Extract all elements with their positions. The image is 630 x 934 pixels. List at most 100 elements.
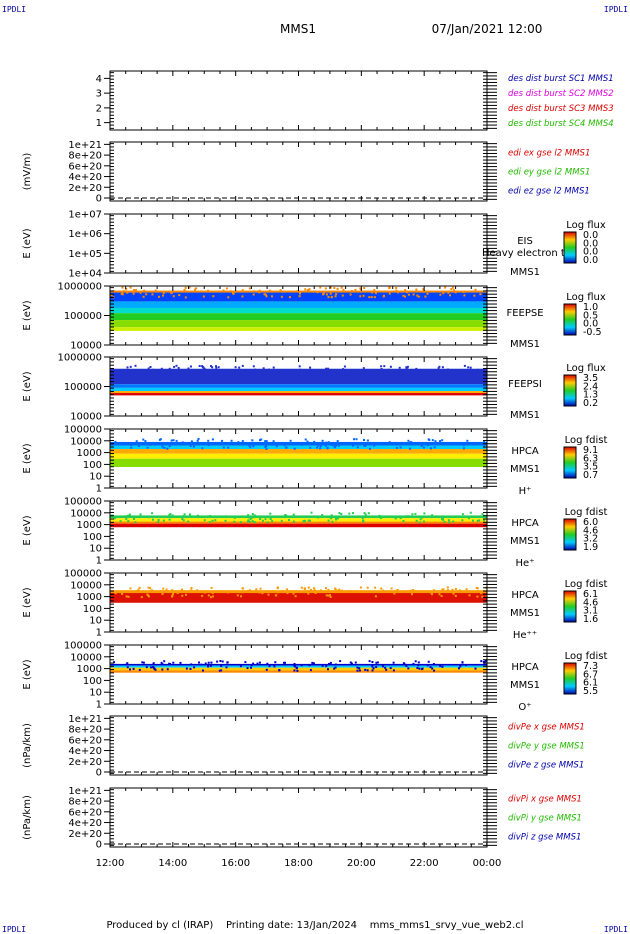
speckle-mark [163, 446, 166, 449]
speckle-mark [404, 663, 407, 666]
speckle-mark [193, 666, 196, 669]
speckle-mark [389, 365, 392, 368]
speckle-mark [197, 438, 200, 440]
speckle-mark [200, 515, 203, 518]
speckle-mark [249, 518, 252, 520]
speckle-mark [247, 514, 250, 517]
speckle-mark [342, 368, 345, 371]
instrument-label-2: MMS1 [510, 410, 540, 421]
colorbar-tick-label: 3.1 [583, 606, 598, 617]
speckle-mark [473, 294, 476, 297]
y-tick-label: 1 [96, 628, 102, 639]
speckle-mark [405, 515, 408, 518]
speckle-mark [132, 292, 135, 295]
speckle-mark [210, 586, 213, 589]
instrument-label-1: HPCA [511, 518, 539, 529]
speckle-mark [305, 442, 308, 445]
speckle-mark [324, 444, 327, 447]
y-axis-label: E (eV) [22, 228, 33, 258]
speckle-mark [156, 371, 159, 374]
speckle-mark [267, 371, 270, 374]
speckle-mark [388, 287, 391, 289]
speckle-mark [242, 369, 245, 372]
speckle-mark [409, 442, 412, 445]
speckle-mark [267, 593, 270, 596]
speckle-mark [395, 287, 398, 290]
speckle-mark [371, 661, 374, 663]
colorbar [563, 518, 577, 551]
speckle-mark [393, 592, 396, 595]
colorbar-tick-label: 6.1 [583, 678, 598, 689]
speckle-mark [252, 445, 255, 448]
speckle-mark [359, 295, 362, 298]
speckle-mark [337, 589, 340, 592]
speckle-mark [304, 438, 307, 441]
speckle-mark [420, 369, 423, 372]
speckle-mark [420, 374, 422, 377]
speckle-mark [309, 519, 311, 522]
speckle-mark [129, 365, 132, 368]
y-axis-label: E (eV) [22, 443, 33, 473]
speckle-mark [389, 515, 391, 518]
speckle-mark [482, 519, 485, 522]
y-tick-label: 2e+20 [68, 829, 102, 840]
speckle-mark [299, 368, 302, 371]
speckle-mark [121, 293, 124, 296]
figure-datetime: 07/Jan/2021 12:00 [432, 22, 543, 36]
speckle-mark [430, 447, 432, 450]
speckle-mark [110, 443, 113, 446]
speckle-mark [161, 663, 164, 666]
speckle-mark [127, 514, 130, 517]
speckle-mark [233, 520, 236, 523]
colorbar-title: Log fdist [565, 507, 608, 518]
speckle-mark [409, 447, 411, 450]
speckle-mark [326, 446, 329, 449]
speckle-mark [185, 368, 188, 371]
speckle-mark [162, 587, 165, 590]
speckle-mark [364, 668, 367, 671]
speckle-mark [402, 520, 405, 522]
speckle-mark [337, 444, 340, 447]
speckle-mark [317, 373, 320, 376]
speckle-mark [284, 514, 287, 516]
colorbar-title: Log flux [566, 220, 606, 231]
instrument-label-2: MMS1 [510, 464, 540, 475]
speckle-mark [203, 591, 206, 594]
speckle-mark [421, 516, 424, 519]
y-axis-label: E (eV) [22, 515, 33, 545]
speckle-mark [207, 594, 210, 597]
speckle-mark [185, 593, 187, 596]
speckle-mark [264, 440, 267, 443]
speckle-mark [227, 296, 230, 299]
y-tick-label: 1000 [77, 592, 102, 603]
speckle-mark [125, 595, 128, 598]
speckle-mark [434, 440, 437, 443]
speckle-mark [205, 590, 208, 593]
colorbar-tick-label: 4.6 [583, 597, 598, 608]
speckle-mark [262, 367, 265, 370]
speckle-mark [241, 289, 244, 292]
spectrogram-band-3 [110, 449, 487, 454]
instrument-label-1: HPCA [511, 590, 539, 601]
speckle-mark [159, 438, 162, 441]
y-tick-label: 0 [96, 768, 102, 779]
spectrogram-band-2 [110, 593, 487, 603]
speckle-mark [240, 595, 242, 598]
y-tick-label: 10000 [70, 341, 102, 352]
speckle-mark [332, 444, 335, 447]
speckle-mark [250, 664, 253, 667]
colorbar-title: Log fdist [565, 435, 608, 446]
speckle-mark [219, 590, 222, 593]
speckle-mark [130, 446, 133, 449]
speckle-mark [120, 292, 123, 295]
colorbar-tick-label: 6.3 [583, 453, 598, 464]
speckle-mark [129, 668, 131, 671]
speckle-mark [416, 294, 419, 297]
speckle-mark [239, 591, 242, 594]
speckle-mark [272, 440, 275, 443]
speckle-mark [476, 587, 479, 590]
corner-label-bottom-right: IPDLI [604, 925, 628, 934]
colorbar [563, 374, 577, 407]
